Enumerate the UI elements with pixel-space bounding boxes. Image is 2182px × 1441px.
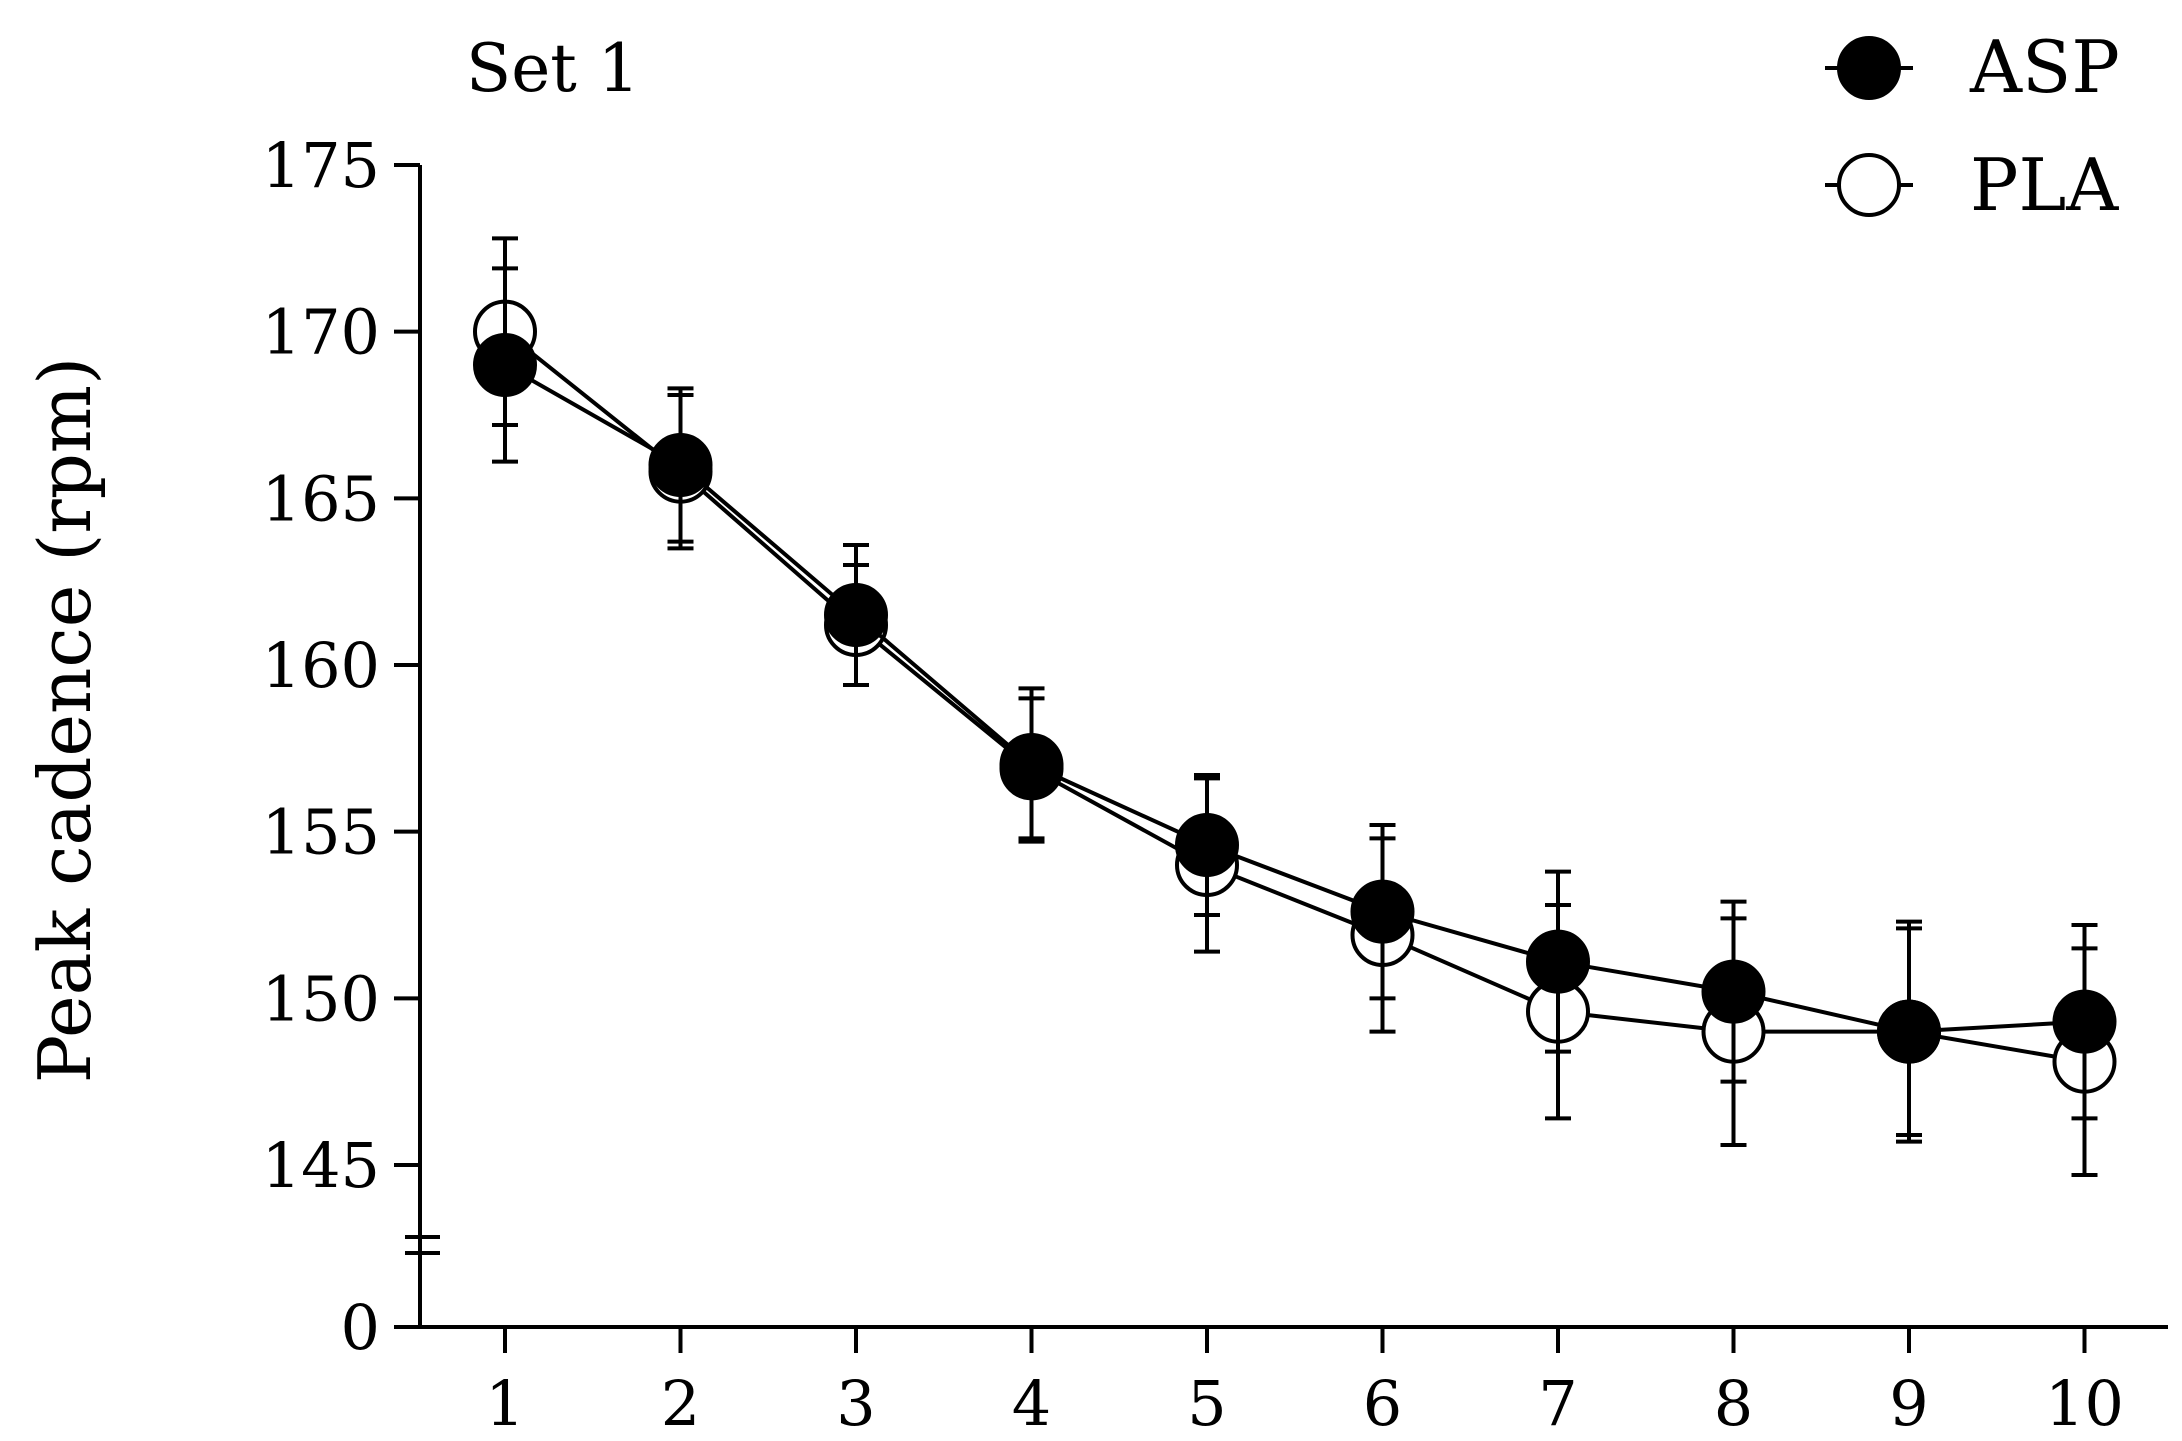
x-tick-label: 4 <box>1012 1367 1051 1440</box>
series-line-asp <box>504 363 2085 1034</box>
data-point-asp <box>1350 879 1415 944</box>
x-tick-label: 2 <box>661 1367 700 1440</box>
data-point-asp <box>999 733 1064 797</box>
y-tick-label: 0 <box>341 1291 380 1364</box>
x-tick-label: 1 <box>485 1367 524 1440</box>
legend-item-pla: PLA <box>1825 143 2119 227</box>
y-tick-label: 150 <box>262 962 380 1035</box>
series-pla <box>473 236 2117 1177</box>
legend-marker-pla <box>1837 153 1901 217</box>
x-tick-label: 5 <box>1187 1367 1226 1440</box>
data-point-asp <box>1175 813 1239 877</box>
data-point-asp <box>1526 929 1590 994</box>
data-point-asp <box>1877 999 1941 1064</box>
y-tick-label: 155 <box>262 796 380 869</box>
y-axis-label: Peak cadence (rpm) <box>23 357 107 1083</box>
y-tick-label: 170 <box>262 296 380 369</box>
legend-label-pla: PLA <box>1970 143 2119 227</box>
chart-title: Set 1 <box>466 30 640 107</box>
y-tick-label: 160 <box>262 629 380 702</box>
series-line-pla <box>503 330 2085 1064</box>
legend-item-asp: ASP <box>1825 25 2120 109</box>
data-point-asp <box>824 583 888 647</box>
series-asp <box>473 266 2117 1144</box>
x-tick-label: 3 <box>836 1367 875 1440</box>
legend-label-asp: ASP <box>1969 25 2120 109</box>
data-point-asp <box>648 433 713 497</box>
legend-marker-asp <box>1837 36 1901 100</box>
x-tick-label: 10 <box>2045 1367 2124 1440</box>
data-point-asp <box>1701 959 1766 1024</box>
data-point-asp <box>473 333 537 397</box>
y-tick-label: 175 <box>262 129 380 202</box>
x-tick-label: 6 <box>1363 1367 1402 1440</box>
y-axis-ticks: 0 145 150 155 160 165 170 175 <box>262 129 420 1364</box>
series-layer <box>473 236 2117 1177</box>
x-tick-label: 8 <box>1714 1367 1753 1440</box>
axes <box>405 165 2168 1329</box>
y-tick-label: 165 <box>262 462 380 535</box>
x-tick-label: 9 <box>1889 1367 1928 1440</box>
y-tick-label: 145 <box>262 1129 380 1202</box>
x-tick-label: 7 <box>1538 1367 1577 1440</box>
legend: ASP PLA <box>1825 25 2120 227</box>
x-axis-ticks: 1 2 3 4 5 6 7 8 9 10 <box>485 1327 2124 1440</box>
data-point-asp <box>2052 989 2117 1054</box>
